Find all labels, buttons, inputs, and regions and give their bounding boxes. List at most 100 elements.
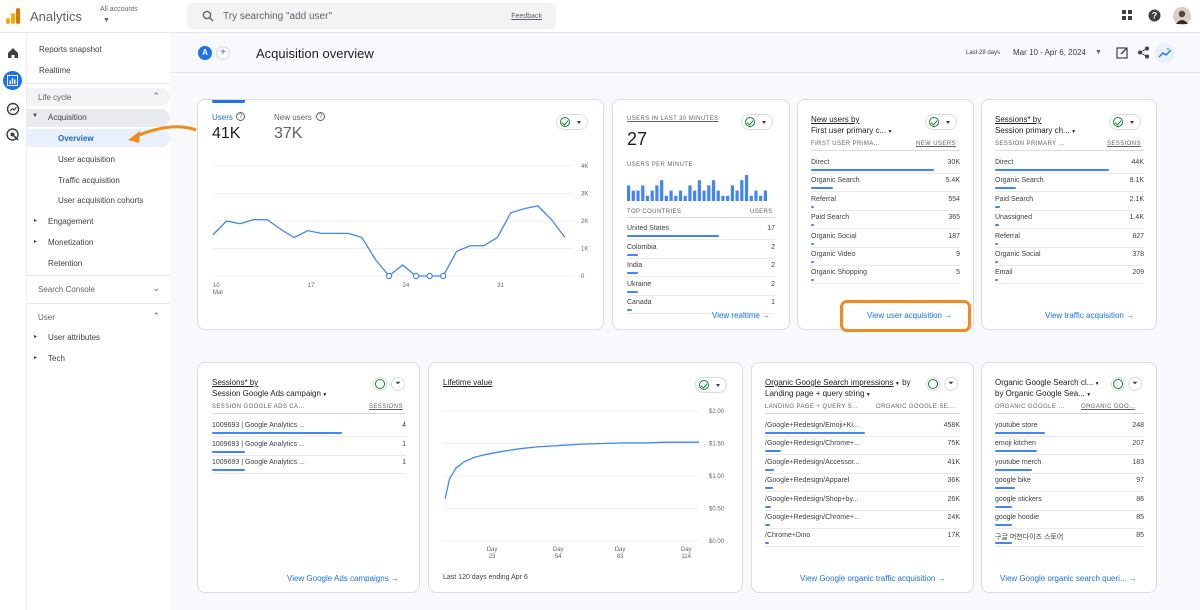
users-tab-label[interactable]: Users — [212, 113, 233, 122]
table-row[interactable]: emoji kitchen 207 — [995, 438, 1144, 456]
info-icon[interactable]: ? — [316, 112, 325, 121]
sidebar-item-tech[interactable]: Tech — [48, 354, 65, 363]
table-row[interactable]: Canada 1 — [627, 297, 775, 315]
col-dimension-header[interactable]: FIRST USER PRIMA... — [811, 141, 880, 147]
table-row[interactable]: Organic Social 378 — [995, 249, 1144, 267]
organic-card-title[interactable]: Organic Google Search impressions ▼ by — [765, 378, 911, 387]
sidebar-item-user-acquisition[interactable]: User acquisition — [58, 155, 115, 164]
search-bar[interactable]: Try searching "add user" Feedback — [187, 3, 556, 29]
date-range-selector[interactable]: Mar 10 - Apr 6, 2024 — [1013, 48, 1086, 57]
search-placeholder[interactable]: Try searching "add user" — [223, 11, 332, 22]
table-row[interactable]: /Chrome+Dino 17K — [765, 530, 960, 548]
table-row[interactable]: Unassigned 1.4K — [995, 212, 1144, 230]
table-row[interactable]: Organic Search 5.4K — [811, 175, 960, 193]
table-row[interactable]: Organic Video 9 — [811, 249, 960, 267]
new-users-tab-label[interactable]: New users — [274, 113, 312, 122]
table-row[interactable]: Email 209 — [995, 267, 1144, 285]
view-organic-traffic-link[interactable]: View Google organic traffic acquisition … — [800, 574, 946, 583]
col-dimension-header[interactable]: ORGANIC GOOGLE ... — [995, 404, 1065, 410]
table-row[interactable]: Referral 554 — [811, 194, 960, 212]
col-metric-header[interactable]: ORGANIC GOO... — [1081, 404, 1136, 410]
filter-icon[interactable]: ⏷ — [391, 377, 405, 391]
share-icon[interactable] — [1137, 46, 1150, 59]
sidebar-item-realtime[interactable]: Realtime — [39, 66, 71, 75]
table-row[interactable]: /Google+Redesign/Chrome+... 24K — [765, 512, 960, 530]
reports-nav-active[interactable] — [3, 71, 22, 90]
filter-icon[interactable]: ⏷ — [944, 377, 958, 391]
caret-right-icon[interactable]: ▸ — [34, 239, 38, 245]
help-icon[interactable]: ? — [1148, 9, 1161, 22]
dimension-selector[interactable]: by Organic Google Sea... ▼ — [995, 389, 1091, 398]
data-quality-button[interactable] — [373, 377, 387, 391]
caret-down-icon[interactable]: ▼ — [32, 113, 38, 119]
table-row[interactable]: /Google+Redesign/Accessor... 41K — [765, 457, 960, 475]
table-row[interactable]: /Google+Redesign/Emoji+Ki... 458K — [765, 420, 960, 438]
table-row[interactable]: 1009693 | Google Analytics ... 1 — [212, 439, 406, 457]
insights-button[interactable] — [1155, 43, 1175, 63]
view-user-acquisition-link[interactable]: View user acquisition → — [867, 311, 952, 320]
table-row[interactable]: Referral 827 — [995, 231, 1144, 249]
sidebar-item-engagement[interactable]: Engagement — [48, 217, 94, 226]
data-quality-menu[interactable] — [741, 114, 773, 130]
apps-grid-icon[interactable] — [1121, 9, 1133, 21]
table-row[interactable]: United States 17 — [627, 223, 775, 241]
table-row[interactable]: google stickers 86 — [995, 494, 1144, 512]
view-google-ads-campaigns-link[interactable]: View Google Ads campaigns → — [287, 574, 399, 583]
feedback-link[interactable]: Feedback — [511, 13, 542, 20]
dimension-selector[interactable]: First user primary c... ▼ — [811, 126, 892, 135]
clicks-card-title[interactable]: Organic Google Search cl... ▼ — [995, 378, 1100, 387]
date-caret-icon[interactable]: ▼ — [1095, 49, 1102, 56]
dimension-selector[interactable]: Session Google Ads campaign ▼ — [212, 389, 327, 398]
col-metric-header[interactable]: SESSIONS — [1107, 141, 1141, 147]
col-dimension-header[interactable]: SESSION GOOGLE ADS CA... — [212, 404, 305, 410]
ltv-line-chart[interactable]: $2.00$1.50$1.00$0.50$0.00Day23Day54Day83… — [437, 403, 737, 568]
table-row[interactable]: Paid Search 2.1K — [995, 194, 1144, 212]
realtime-heading[interactable]: USERS IN LAST 30 MINUTES — [627, 116, 719, 122]
data-quality-menu[interactable] — [556, 114, 588, 130]
data-quality-button[interactable] — [926, 377, 940, 391]
view-traffic-acquisition-link[interactable]: View traffic acquisition → — [1045, 311, 1134, 320]
users-per-minute-bars[interactable] — [627, 174, 777, 202]
account-caret-icon[interactable]: ▼ — [103, 17, 110, 24]
col-dimension-header[interactable]: LANDING PAGE + QUERY S... — [765, 404, 859, 410]
table-row[interactable]: Direct 30K — [811, 157, 960, 175]
analytics-logo[interactable] — [6, 8, 20, 24]
info-icon[interactable]: ? — [236, 112, 245, 121]
caret-right-icon[interactable]: ▸ — [34, 218, 38, 224]
advertising-icon[interactable] — [5, 127, 21, 143]
table-row[interactable]: India 2 — [627, 260, 775, 278]
table-row[interactable]: google bike 97 — [995, 475, 1144, 493]
table-row[interactable]: Colombia 2 — [627, 242, 775, 260]
col-metric-header[interactable]: ORGANIC GOOGLE SE... — [876, 404, 955, 410]
table-row[interactable]: Organic Social 187 — [811, 231, 960, 249]
table-row[interactable]: Ukraine 2 — [627, 279, 775, 297]
dimension-selector[interactable]: Landing page + query string ▼ — [765, 389, 871, 398]
users-line-chart[interactable]: 4K 3K 2K 1K 0 10 17 24 31 Mar — [208, 158, 598, 303]
table-row[interactable]: youtube merch 183 — [995, 457, 1144, 475]
table-row[interactable]: /Google+Redesign/Apparel 36K — [765, 475, 960, 493]
sidebar-item-overview[interactable]: Overview — [58, 134, 94, 143]
view-realtime-link[interactable]: View realtime → — [712, 311, 770, 320]
sidebar-item-acquisition[interactable]: Acquisition — [48, 113, 87, 122]
comparison-avatar[interactable]: A — [198, 46, 212, 60]
ads-card-title[interactable]: Sessions* by — [212, 378, 259, 387]
table-row[interactable]: google hoodie 85 — [995, 512, 1144, 530]
sidebar-item-reports-snapshot[interactable]: Reports snapshot — [39, 45, 102, 54]
col-metric-header[interactable]: NEW USERS — [916, 141, 956, 147]
new-users-card-title[interactable]: New users by — [811, 115, 860, 124]
table-row[interactable]: /Google+Redesign/Shop+by... 26K — [765, 494, 960, 512]
table-row[interactable]: 1009693 | Google Analytics ... 4 — [212, 420, 406, 438]
ltv-title[interactable]: Lifetime value — [443, 378, 493, 387]
date-period-label[interactable]: Last 28 days — [966, 50, 1001, 56]
table-row[interactable]: Direct 44K — [995, 157, 1144, 175]
data-quality-menu[interactable] — [1109, 114, 1141, 130]
table-row[interactable]: /Google+Redesign/Chrome+... 75K — [765, 438, 960, 456]
table-row[interactable]: Paid Search 365 — [811, 212, 960, 230]
table-row[interactable]: 1009693 | Google Analytics ... 1 — [212, 457, 406, 475]
filter-icon[interactable]: ⏷ — [1128, 377, 1142, 391]
sidebar-item-retention[interactable]: Retention — [48, 259, 83, 268]
edit-report-icon[interactable] — [1116, 46, 1129, 59]
col-dimension-header[interactable]: SESSION PRIMARY ... — [995, 141, 1065, 147]
home-icon[interactable] — [5, 45, 21, 61]
sidebar-item-traffic-acquisition[interactable]: Traffic acquisition — [58, 176, 120, 185]
